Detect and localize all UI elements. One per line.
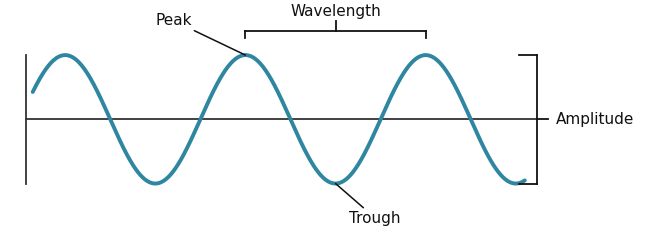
Text: Wavelength: Wavelength [290,4,381,19]
Text: Peak: Peak [155,13,245,55]
Text: Trough: Trough [336,183,401,226]
Text: Amplitude: Amplitude [556,112,634,127]
